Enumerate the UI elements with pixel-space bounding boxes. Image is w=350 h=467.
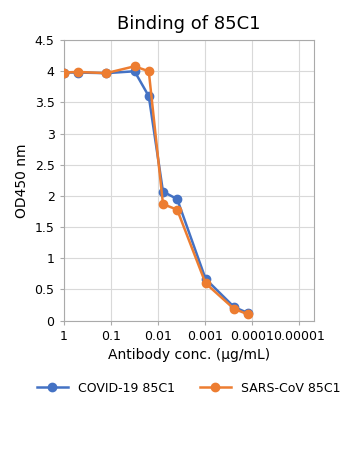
SARS-CoV 85C1 — [232, 306, 236, 311]
Y-axis label: OD450 nm: OD450 nm — [15, 143, 29, 218]
COVID-19 85C1 — [203, 276, 208, 282]
SARS-CoV 85C1 — [203, 281, 208, 286]
COVID-19 85C1 — [76, 70, 80, 75]
COVID-19 85C1 — [133, 69, 137, 74]
Line: COVID-19 85C1: COVID-19 85C1 — [60, 67, 252, 318]
Line: SARS-CoV 85C1: SARS-CoV 85C1 — [60, 62, 252, 318]
COVID-19 85C1 — [161, 189, 165, 194]
SARS-CoV 85C1 — [133, 64, 137, 69]
Legend: COVID-19 85C1, SARS-CoV 85C1: COVID-19 85C1, SARS-CoV 85C1 — [32, 377, 345, 400]
SARS-CoV 85C1 — [175, 207, 179, 212]
COVID-19 85C1 — [62, 70, 66, 75]
Title: Binding of 85C1: Binding of 85C1 — [117, 15, 260, 33]
COVID-19 85C1 — [175, 196, 179, 202]
SARS-CoV 85C1 — [161, 201, 165, 207]
SARS-CoV 85C1 — [104, 71, 108, 76]
SARS-CoV 85C1 — [246, 311, 250, 317]
SARS-CoV 85C1 — [62, 70, 66, 75]
SARS-CoV 85C1 — [76, 69, 80, 75]
COVID-19 85C1 — [246, 311, 250, 316]
COVID-19 85C1 — [147, 93, 151, 99]
SARS-CoV 85C1 — [147, 69, 151, 74]
X-axis label: Antibody conc. (μg/mL): Antibody conc. (μg/mL) — [107, 348, 270, 362]
COVID-19 85C1 — [232, 304, 236, 310]
COVID-19 85C1 — [104, 71, 108, 76]
